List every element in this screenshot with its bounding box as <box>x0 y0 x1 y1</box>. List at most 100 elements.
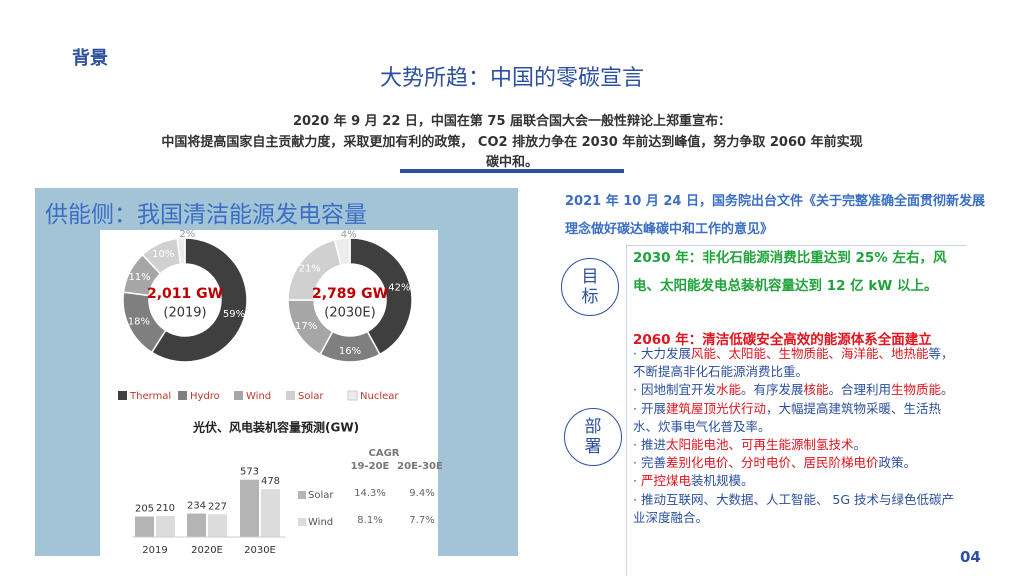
highlight-text: 核能 <box>803 382 829 398</box>
bar-value-label: 234 <box>187 501 206 512</box>
deploy-bullet: · 大力发展风能、太阳能、生物质能、海洋能、地热能等，不断提高非化石能源消费比重… <box>633 345 965 381</box>
cagr-header: 19-20E <box>351 461 390 472</box>
legend-swatch <box>347 390 358 401</box>
bar-value-label: 573 <box>240 467 259 478</box>
policy-intro: 2021 年 10 月 24 日，国务院出台文件《关于完整准确全面贯彻新发展理念… <box>565 194 985 237</box>
bullet-text: 。有序发展 <box>740 382 804 398</box>
cagr-value: 7.7% <box>409 515 434 526</box>
legend-label: Solar <box>298 391 324 402</box>
slide-title: 大势所趋：中国的零碳宣言 <box>379 66 644 91</box>
highlight-text: 生物质能 <box>891 382 942 398</box>
bullet-text: · <box>633 473 641 489</box>
legend-label: Hydro <box>190 391 220 402</box>
legend-swatch <box>298 491 306 499</box>
donut-year: (2030E) <box>324 306 375 321</box>
donut-value-label: 17% <box>295 321 317 332</box>
bullet-text: · 推动互联网、大数据、人工智能、 5G 技术与绿色低碳产业深度融合。 <box>633 491 955 525</box>
deploy-bullet: · 推动互联网、大数据、人工智能、 5G 技术与绿色低碳产业深度融合。 <box>633 491 965 527</box>
legend-swatch <box>298 518 306 526</box>
legend-swatch <box>178 391 187 400</box>
highlight-text: 太阳能电池、可再生能源制氢技术 <box>665 437 854 453</box>
legend-label: Wind <box>308 517 333 528</box>
legend-swatch <box>234 391 243 400</box>
deploy-label: 部署 <box>584 417 602 457</box>
bar <box>261 489 280 537</box>
bullet-text: 。 <box>853 437 866 453</box>
donut-value-label: 21% <box>299 264 321 275</box>
deploy-bullet: · 严控煤电装机规模。 <box>633 472 965 490</box>
donut-value-label: 59% <box>223 309 245 320</box>
donut-value-label: 4% <box>341 229 357 240</box>
donut-value-label: 18% <box>128 317 150 328</box>
highlight-text: 水能 <box>715 382 741 398</box>
donut-value-label: 16% <box>339 346 361 357</box>
header-line: 中国将提高国家自主贡献力度，采取更加有利的政策， CO2 排放力争在 2030 … <box>161 135 863 150</box>
bullet-text: · 开展 <box>633 400 666 416</box>
deploy-bullet: · 开展建筑屋顶光伏行动，大幅提高建筑物采暖、生活热水、炊事电气化普及率。 <box>633 400 965 436</box>
legend-label: Thermal <box>129 391 171 402</box>
cagr-value: 9.4% <box>409 488 434 499</box>
x-tick-label: 2019 <box>142 545 167 556</box>
bullet-text: · 因地制宜开发 <box>633 382 716 398</box>
target-2060: 2060 年：清洁低碳安全高效的能源体系全面建立 <box>633 332 932 348</box>
bar <box>156 516 175 537</box>
bar-value-label: 227 <box>208 501 227 512</box>
bar-value-label: 478 <box>261 476 280 487</box>
highlight-text: 建筑屋顶光伏行动 <box>665 400 766 416</box>
deploy-bullet: · 完善差别化电价、分时电价、居民阶梯电价政策。 <box>633 454 965 472</box>
target-2030: 2030 年：非化石能源消费比重达到 25% 左右，风电、太阳能发电总装机容量达… <box>633 250 947 294</box>
bullet-text: 政策。 <box>878 455 916 471</box>
cagr-header: CAGR <box>369 448 400 459</box>
frame <box>626 245 966 246</box>
cagr-value: 14.3% <box>354 488 386 499</box>
highlight-text: 差别化电价、分时电价、居民阶梯电价 <box>665 455 879 471</box>
legend-label: Nuclear <box>360 391 399 402</box>
donut-segment <box>176 237 186 266</box>
frame <box>626 245 627 576</box>
donut-value-label: 11% <box>128 272 150 283</box>
highlight-text: 严控煤电 <box>640 473 691 489</box>
legend-swatch <box>286 391 295 400</box>
bar-chart-title: 光伏、风电装机容量预测(GW) <box>192 420 359 435</box>
panel-title: 供能侧：我国清洁能源发电容量 <box>45 202 367 228</box>
donut-year: (2019) <box>163 306 206 321</box>
x-tick-label: 2020E <box>191 545 223 556</box>
bar <box>240 479 259 537</box>
donut-segment <box>150 237 248 363</box>
deploy-circle: 部署 <box>564 408 622 466</box>
header-line: 2020 年 9 月 22 日，中国在第 75 届联合国大会一般性辩论上郑重宣布… <box>292 114 732 129</box>
legend-label: Wind <box>246 391 271 402</box>
bar <box>135 516 154 537</box>
donut-segment <box>349 237 413 356</box>
bullet-text: · 推进 <box>633 437 666 453</box>
deploy-list: · 大力发展风能、太阳能、生物质能、海洋能、地热能等，不断提高非化石能源消费比重… <box>633 345 965 527</box>
cagr-value: 8.1% <box>357 515 382 526</box>
x-tick-label: 2030E <box>244 545 276 556</box>
highlight-text: 风能、太阳能、生物质能、海洋能、地热能 <box>690 346 929 361</box>
donut-total: 2,011 GW <box>147 286 223 302</box>
deploy-bullet: · 因地制宜开发水能。有序发展核能。合理利用生物质能。 <box>633 381 965 399</box>
donut-value-label: 2% <box>179 229 195 240</box>
bullet-text: · 大力发展 <box>633 346 691 361</box>
bullet-text: ，大幅提高建筑物采暖、生活热水、炊事电气化普及率。 <box>633 400 941 434</box>
bar-value-label: 205 <box>135 504 154 515</box>
legend-swatch <box>118 391 127 400</box>
divider <box>400 169 624 173</box>
bullet-text: 。 <box>941 382 954 398</box>
bullet-text: 等，不断提高非化石能源消费比重。 <box>633 346 954 380</box>
target-circle: 目标 <box>561 258 619 316</box>
bar <box>187 513 206 537</box>
bar <box>208 514 227 537</box>
legend-label: Solar <box>308 490 334 501</box>
donut-value-label: 42% <box>388 282 410 293</box>
page-number: 04 <box>960 548 981 566</box>
target-label: 目标 <box>581 267 599 307</box>
bullet-text: · 完善 <box>633 455 666 471</box>
section-label: 背景 <box>72 48 108 69</box>
bar-value-label: 210 <box>156 503 175 514</box>
bullet-text: 装机规模。 <box>690 473 754 489</box>
cagr-header: 20E-30E <box>397 461 443 472</box>
deploy-bullet: · 推进太阳能电池、可再生能源制氢技术。 <box>633 436 965 454</box>
